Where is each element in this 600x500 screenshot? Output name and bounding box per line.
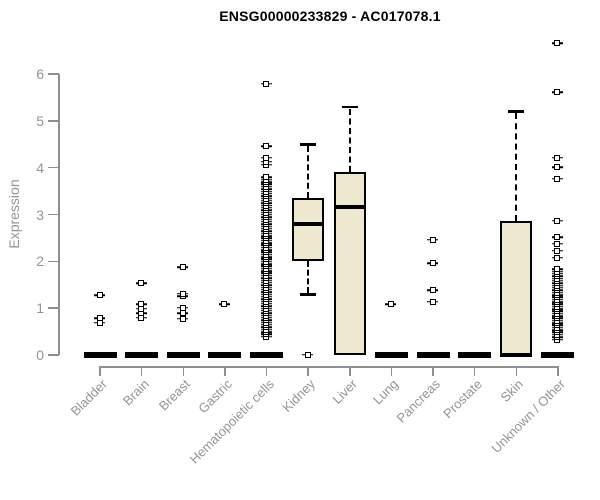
outlier-point-unknown-other [554, 154, 561, 161]
x-axis-tick [390, 367, 393, 376]
whisker-lower-kidney [307, 261, 310, 294]
outlier-point-brain [138, 301, 145, 308]
outlier-point-lung [387, 301, 394, 308]
y-axis-tick [48, 166, 59, 169]
whisker-cap [300, 143, 317, 146]
outlier-point-unknown-other [554, 217, 561, 224]
outlier-point-kidney [304, 351, 311, 358]
outlier-point-hematopoietic-cells [263, 80, 270, 87]
whisker-upper-skin [515, 113, 518, 221]
whisker-upper-kidney [307, 146, 310, 199]
flat-box-prostate [458, 352, 492, 358]
outlier-point-brain [138, 280, 145, 287]
x-axis-tick [557, 367, 559, 376]
whisker-cap [300, 293, 317, 296]
x-axis-tick [349, 367, 351, 376]
flat-box-brain [125, 352, 159, 358]
outlier-point-unknown-other [554, 164, 561, 171]
outlier-point-breast [179, 310, 186, 317]
outlier-point-unknown-other [554, 89, 561, 96]
outlier-point-unknown-other [554, 175, 561, 182]
whisker-upper-liver [348, 108, 351, 173]
y-tick-label: 1 [36, 300, 44, 317]
y-tick-label: 5 [36, 112, 44, 129]
whisker-cap [508, 110, 525, 113]
flat-box-lung [374, 352, 408, 358]
x-axis-tick [515, 367, 518, 376]
outlier-point-bladder [96, 315, 103, 322]
y-axis-tick [48, 260, 59, 263]
y-axis-tick [48, 307, 59, 309]
outlier-point-unknown-other [554, 254, 561, 261]
outlier-point-bladder [96, 292, 103, 299]
outlier-point-unknown-other [554, 240, 561, 247]
outlier-point-hematopoietic-cells [263, 154, 270, 161]
box-liver [333, 172, 366, 355]
box-skin [500, 220, 533, 355]
y-axis-tick [48, 213, 59, 216]
y-tick-label: 4 [36, 159, 44, 176]
outlier-point-unknown-other [554, 234, 561, 241]
x-axis-tick [265, 367, 268, 376]
outlier-point-breast [179, 264, 186, 271]
flat-box-gastric [208, 352, 242, 358]
flat-box-unknown-other [541, 352, 575, 358]
x-axis-tick [182, 367, 185, 376]
x-axis-tick [473, 367, 476, 376]
whisker-cap [341, 105, 358, 109]
outlier-point-pancreas [429, 260, 436, 267]
outlier-point-hematopoietic-cells [263, 174, 270, 181]
outlier-point-hematopoietic-cells [263, 143, 270, 150]
median-line-liver [333, 204, 366, 209]
x-axis-tick [140, 367, 143, 376]
y-tick-label: 3 [36, 206, 44, 223]
outlier-point-pancreas [429, 298, 436, 305]
x-axis-tick [307, 367, 309, 376]
median-line-skin [500, 353, 533, 357]
outlier-point-breast [179, 315, 186, 322]
x-axis-tick [99, 367, 101, 376]
y-axis-tick [48, 73, 59, 75]
y-tick-label: 0 [36, 347, 44, 363]
y-axis-tick [48, 120, 59, 122]
outlier-point-breast [179, 304, 186, 311]
y-axis-tick [48, 354, 59, 356]
y-tick-label: 6 [36, 66, 44, 82]
flat-box-hematopoietic-cells [250, 352, 284, 358]
outlier-point-gastric [221, 301, 228, 308]
outlier-point-unknown-other [554, 247, 561, 254]
chart-title: ENSG00000233829 - AC017078.1 [219, 8, 441, 24]
outlier-point-pancreas [429, 236, 436, 243]
box-kidney [292, 198, 325, 262]
x-axis-tick [432, 367, 434, 376]
outlier-point-pancreas [429, 287, 436, 294]
median-line-kidney [292, 221, 325, 226]
flat-box-bladder [83, 352, 117, 358]
outlier-point-breast [179, 290, 186, 297]
outlier-point-unknown-other [554, 40, 561, 47]
outlier-point-unknown-other [554, 266, 561, 273]
x-axis-line [99, 366, 559, 368]
x-axis-tick [224, 367, 226, 376]
flat-box-pancreas [416, 352, 450, 358]
y-tick-label: 2 [36, 253, 44, 270]
flat-box-breast [166, 352, 200, 358]
